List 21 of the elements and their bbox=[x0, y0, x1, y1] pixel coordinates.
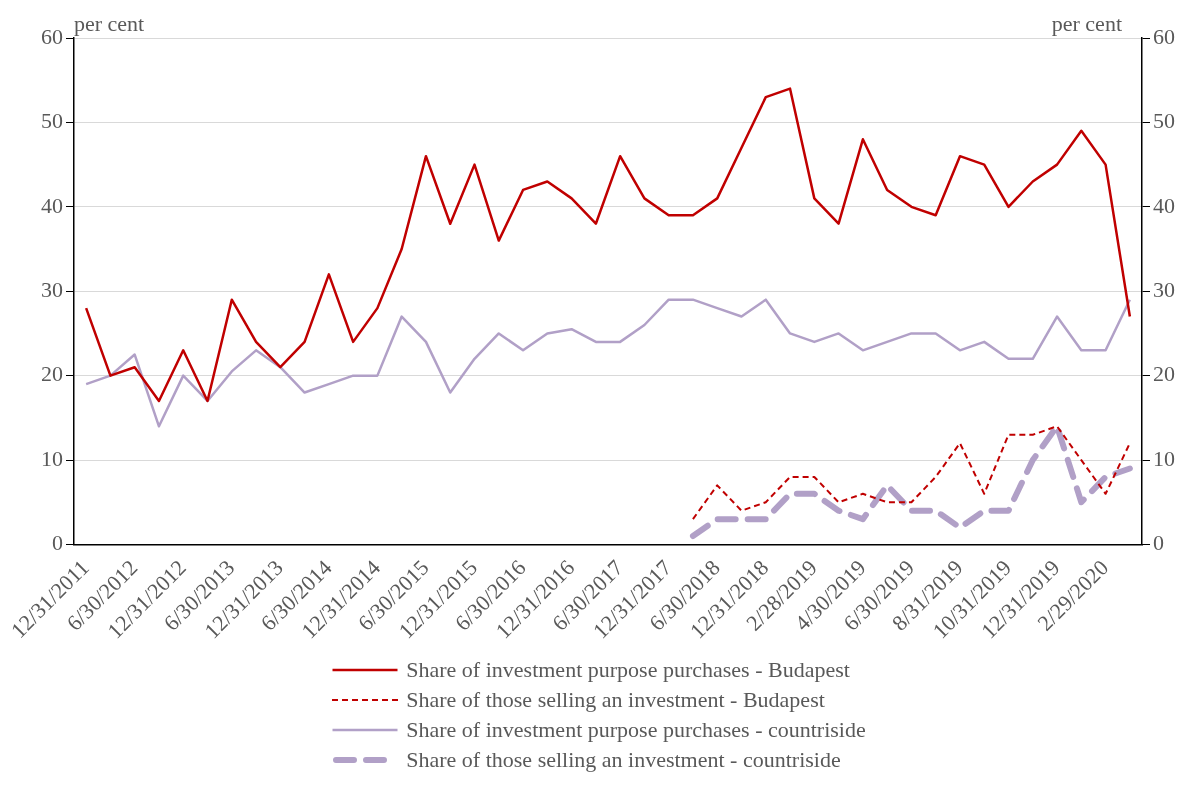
y2-tick-label: 0 bbox=[1153, 530, 1164, 556]
y2-axis-title: per cent bbox=[1051, 10, 1122, 36]
legend-label: Share of those selling an investment - Budapest bbox=[406, 686, 825, 714]
y-tick-label: 10 bbox=[41, 445, 63, 471]
y-tick-label: 20 bbox=[41, 361, 63, 387]
y-tick-label: 60 bbox=[41, 23, 63, 49]
y-tick-label: 30 bbox=[41, 277, 63, 303]
y2-tick-label: 60 bbox=[1153, 23, 1175, 49]
y2-tick-label: 40 bbox=[1153, 192, 1175, 218]
y-axis-title: per cent bbox=[74, 10, 145, 36]
line-series bbox=[691, 425, 1131, 521]
legend-label: Share of investment purpose purchases - Budapest bbox=[406, 656, 850, 684]
y-tick-label: 50 bbox=[41, 108, 63, 134]
y2-tick-label: 20 bbox=[1153, 361, 1175, 387]
y2-tick-label: 10 bbox=[1153, 445, 1175, 471]
y-tick-label: 40 bbox=[41, 192, 63, 218]
y2-tick-label: 50 bbox=[1153, 108, 1175, 134]
legend-label: Share of investment purpose purchases - countriside bbox=[406, 716, 866, 744]
legend-label: Share of those selling an investment - countriside bbox=[406, 746, 841, 774]
y-tick-label: 0 bbox=[52, 530, 63, 556]
y2-tick-label: 30 bbox=[1153, 277, 1175, 303]
